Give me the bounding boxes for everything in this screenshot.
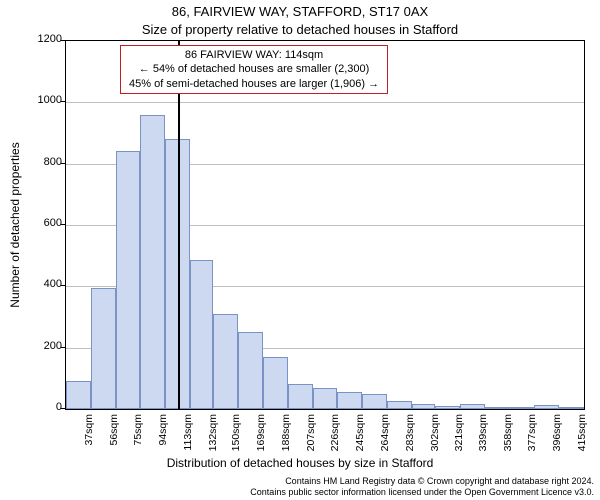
property-marker-line bbox=[178, 41, 180, 409]
y-tick-label: 1000 bbox=[22, 94, 62, 106]
y-tick-mark bbox=[61, 40, 65, 41]
footer-line-1: Contains HM Land Registry data © Crown c… bbox=[250, 476, 594, 487]
y-axis-label: Number of detached properties bbox=[8, 60, 22, 225]
y-tick-label: 1200 bbox=[22, 33, 62, 45]
histogram-bar bbox=[140, 115, 165, 409]
x-tick-label: 339sqm bbox=[477, 414, 489, 454]
histogram-bar bbox=[66, 381, 91, 409]
annotation-line-2: ← 54% of detached houses are smaller (2,… bbox=[129, 62, 379, 76]
histogram-bar bbox=[263, 357, 288, 409]
x-tick-label: 377sqm bbox=[526, 414, 538, 454]
x-tick-label: 245sqm bbox=[354, 414, 366, 454]
histogram-bar bbox=[412, 404, 435, 409]
histogram-bar bbox=[213, 314, 238, 409]
y-tick-label: 800 bbox=[22, 156, 62, 168]
x-tick-label: 75sqm bbox=[132, 414, 144, 454]
x-tick-label: 358sqm bbox=[502, 414, 514, 454]
histogram-bar bbox=[313, 388, 338, 409]
x-tick-label: 132sqm bbox=[207, 414, 219, 454]
y-tick-label: 200 bbox=[22, 340, 62, 352]
y-tick-mark bbox=[61, 347, 65, 348]
histogram-bar bbox=[460, 404, 485, 409]
x-tick-label: 264sqm bbox=[379, 414, 391, 454]
y-tick-label: 0 bbox=[22, 401, 62, 413]
y-tick-mark bbox=[61, 224, 65, 225]
y-tick-mark bbox=[61, 408, 65, 409]
x-tick-label: 94sqm bbox=[157, 414, 169, 454]
x-tick-label: 150sqm bbox=[230, 414, 242, 454]
histogram-bar bbox=[485, 407, 510, 409]
x-tick-label: 283sqm bbox=[404, 414, 416, 454]
annotation-line-3: 45% of semi-detached houses are larger (… bbox=[129, 77, 379, 91]
x-tick-label: 226sqm bbox=[329, 414, 341, 454]
y-tick-mark bbox=[61, 285, 65, 286]
histogram-bar bbox=[190, 260, 213, 409]
histogram-bar bbox=[435, 406, 460, 409]
annotation-line-1: 86 FAIRVIEW WAY: 114sqm bbox=[129, 48, 379, 62]
x-tick-label: 415sqm bbox=[576, 414, 588, 454]
annotation-box: 86 FAIRVIEW WAY: 114sqm ← 54% of detache… bbox=[120, 45, 388, 94]
footer-attribution: Contains HM Land Registry data © Crown c… bbox=[250, 476, 594, 498]
x-tick-label: 302sqm bbox=[429, 414, 441, 454]
y-tick-label: 400 bbox=[22, 278, 62, 290]
x-tick-label: 37sqm bbox=[83, 414, 95, 454]
x-tick-label: 396sqm bbox=[551, 414, 563, 454]
y-tick-mark bbox=[61, 101, 65, 102]
x-tick-label: 56sqm bbox=[108, 414, 120, 454]
x-axis-label: Distribution of detached houses by size … bbox=[0, 456, 600, 470]
plot-area bbox=[65, 40, 585, 410]
histogram-bar bbox=[387, 401, 412, 409]
histogram-bar bbox=[559, 407, 584, 409]
histogram-bar bbox=[534, 405, 559, 409]
x-tick-label: 113sqm bbox=[182, 414, 194, 454]
footer-line-2: Contains public sector information licen… bbox=[250, 487, 594, 498]
histogram-bar bbox=[362, 394, 387, 409]
y-tick-mark bbox=[61, 163, 65, 164]
chart-container: 86, FAIRVIEW WAY, STAFFORD, ST17 0AX Siz… bbox=[0, 0, 600, 500]
histogram-bar bbox=[510, 407, 535, 409]
chart-subtitle: Size of property relative to detached ho… bbox=[0, 22, 600, 37]
x-tick-label: 169sqm bbox=[255, 414, 267, 454]
histogram-bar bbox=[337, 392, 362, 409]
histogram-bar bbox=[91, 288, 116, 409]
histogram-bar bbox=[116, 151, 141, 409]
x-tick-label: 321sqm bbox=[453, 414, 465, 454]
x-tick-label: 188sqm bbox=[280, 414, 292, 454]
histogram-bar bbox=[238, 332, 263, 409]
y-tick-label: 600 bbox=[22, 217, 62, 229]
histogram-bar bbox=[288, 384, 313, 409]
x-tick-label: 207sqm bbox=[305, 414, 317, 454]
address-line: 86, FAIRVIEW WAY, STAFFORD, ST17 0AX bbox=[0, 4, 600, 19]
grid-line bbox=[66, 102, 584, 103]
